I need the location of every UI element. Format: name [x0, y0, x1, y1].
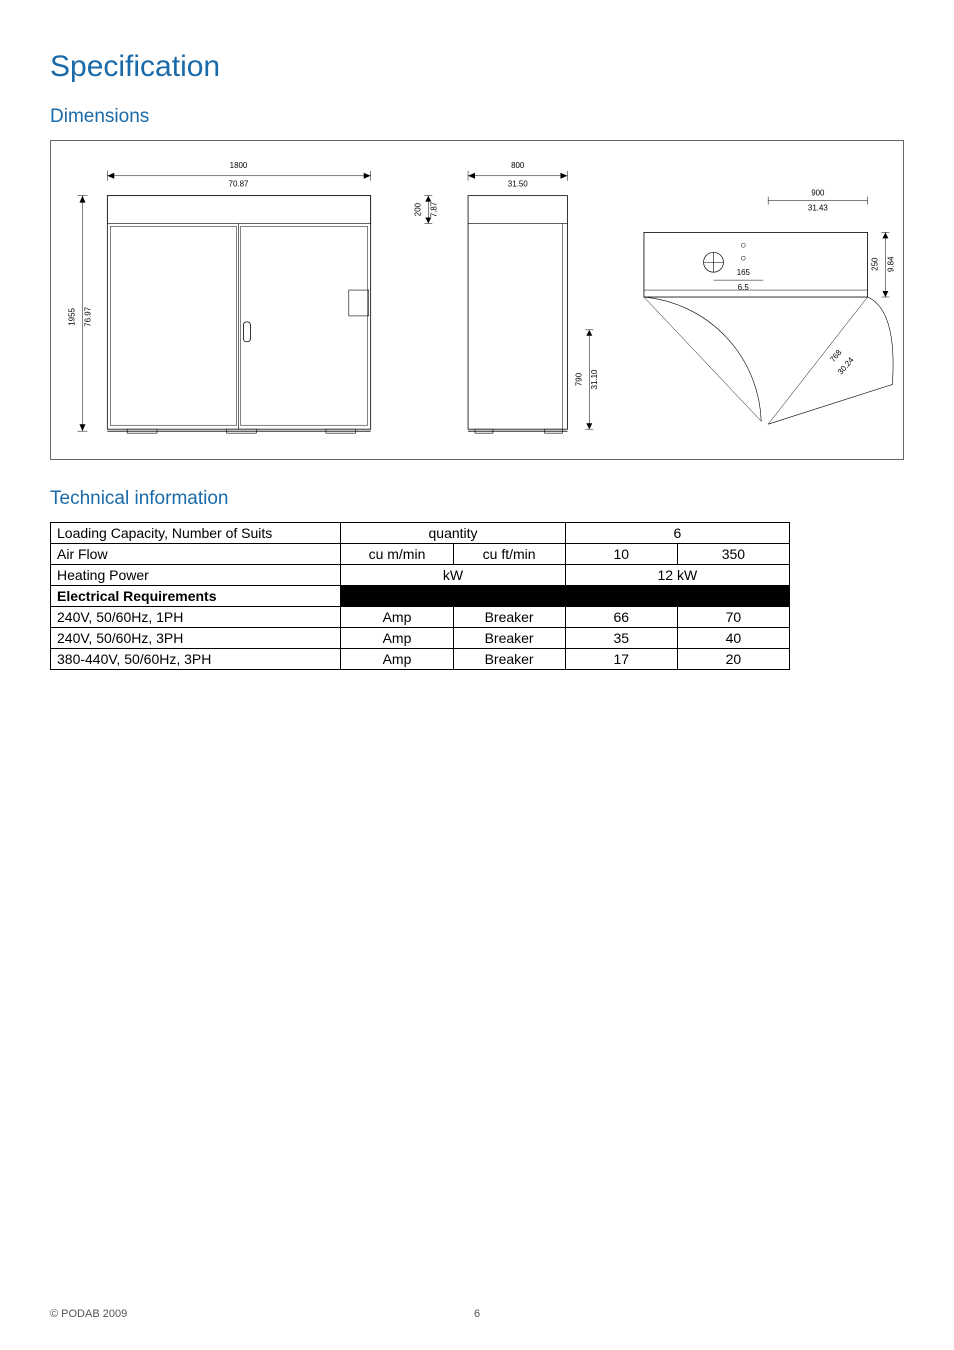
cell: 350 [677, 544, 789, 565]
cell: 10 [565, 544, 677, 565]
page-footer: © PODAB 2009 6 [50, 1308, 904, 1320]
cell: Breaker [453, 649, 565, 670]
cell: kW [341, 565, 565, 586]
svg-text:9.84: 9.84 [886, 256, 895, 272]
svg-text:800: 800 [511, 161, 525, 170]
svg-text:1800: 1800 [230, 161, 248, 170]
svg-text:70.87: 70.87 [229, 180, 249, 189]
technical-info-heading: Technical information [50, 488, 904, 510]
cell: 12 kW [565, 565, 789, 586]
svg-text:31.50: 31.50 [508, 180, 528, 189]
cell: Breaker [453, 607, 565, 628]
cell-divider [341, 586, 790, 607]
row-label: 240V, 50/60Hz, 1PH [51, 607, 341, 628]
cell: Amp [341, 607, 453, 628]
dimensions-diagram: 1800 70.87 1955 76.97 200 7.87 80 [50, 140, 904, 460]
row-label: 380-440V, 50/60Hz, 3PH [51, 649, 341, 670]
table-row: 380-440V, 50/60Hz, 3PH Amp Breaker 17 20 [51, 649, 790, 670]
page-number: 6 [474, 1308, 480, 1320]
cell: 17 [565, 649, 677, 670]
table-row: 240V, 50/60Hz, 3PH Amp Breaker 35 40 [51, 628, 790, 649]
svg-text:76.97: 76.97 [83, 306, 92, 326]
copyright-text: © PODAB 2009 [50, 1308, 127, 1320]
svg-text:31.10: 31.10 [590, 369, 599, 389]
svg-text:768: 768 [828, 348, 844, 364]
table-row: Heating Power kW 12 kW [51, 565, 790, 586]
table-row: 240V, 50/60Hz, 1PH Amp Breaker 66 70 [51, 607, 790, 628]
technical-info-table: Loading Capacity, Number of Suits quanti… [50, 522, 790, 670]
cell: Amp [341, 649, 453, 670]
row-label: Electrical Requirements [51, 586, 341, 607]
cell: Breaker [453, 628, 565, 649]
svg-text:6.5: 6.5 [738, 283, 750, 292]
svg-text:7.87: 7.87 [429, 201, 438, 217]
top-view: 900 31.43 250 9.84 165 6.5 768 30.24 [644, 189, 895, 425]
svg-text:200: 200 [413, 202, 422, 216]
cell: 6 [565, 523, 789, 544]
side-view: 800 31.50 790 31.10 [468, 161, 599, 433]
cell: 66 [565, 607, 677, 628]
svg-text:790: 790 [574, 372, 583, 386]
row-label: 240V, 50/60Hz, 3PH [51, 628, 341, 649]
cell: Amp [341, 628, 453, 649]
cell: 40 [677, 628, 789, 649]
svg-text:31.43: 31.43 [808, 204, 828, 213]
table-row: Electrical Requirements [51, 586, 790, 607]
cell: cu ft/min [453, 544, 565, 565]
cell: cu m/min [341, 544, 453, 565]
cell: quantity [341, 523, 565, 544]
front-view: 1800 70.87 1955 76.97 200 7.87 [68, 161, 439, 433]
svg-text:165: 165 [737, 268, 751, 277]
svg-text:1955: 1955 [68, 307, 77, 325]
page-title: Specification [50, 50, 904, 84]
row-label: Loading Capacity, Number of Suits [51, 523, 341, 544]
cell: 20 [677, 649, 789, 670]
cell: 70 [677, 607, 789, 628]
row-label: Heating Power [51, 565, 341, 586]
svg-text:250: 250 [870, 257, 879, 271]
table-row: Loading Capacity, Number of Suits quanti… [51, 523, 790, 544]
svg-text:900: 900 [811, 189, 825, 198]
table-row: Air Flow cu m/min cu ft/min 10 350 [51, 544, 790, 565]
row-label: Air Flow [51, 544, 341, 565]
cell: 35 [565, 628, 677, 649]
dimensions-heading: Dimensions [50, 106, 904, 128]
